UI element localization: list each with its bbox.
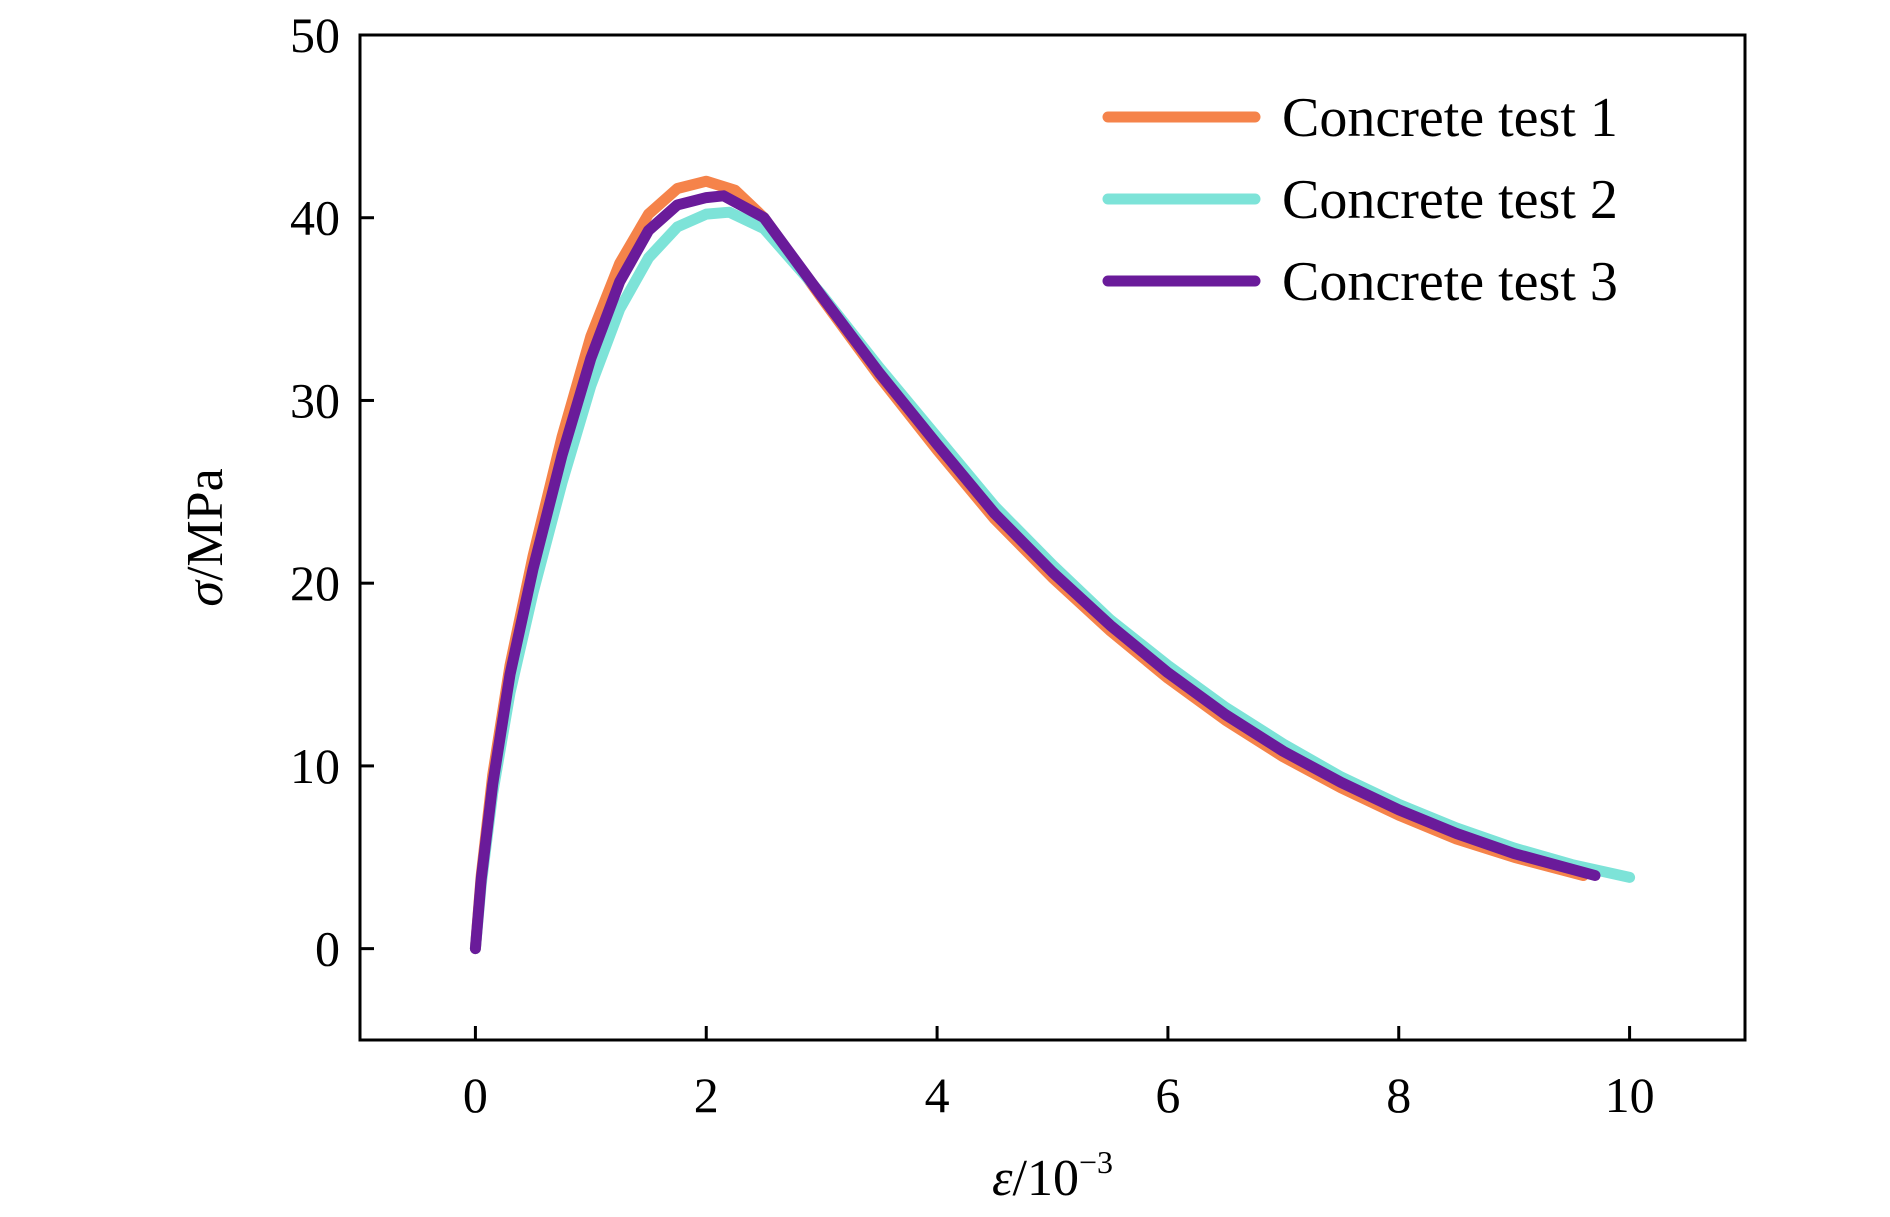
- x-axis-unit: /10: [1013, 1150, 1079, 1207]
- tick-layer: 0 2 4 6 8 10 0 10 20 30 40 50: [290, 7, 1655, 1123]
- legend-label-3: Concrete test 3: [1282, 251, 1618, 313]
- x-tick-label-4: 8: [1386, 1067, 1411, 1123]
- y-tick-label-2: 20: [290, 555, 340, 611]
- y-tick-label-0: 0: [315, 921, 340, 977]
- x-axis-exponent: −3: [1079, 1144, 1113, 1180]
- y-axis-symbol: σ: [177, 579, 234, 607]
- y-tick-label-5: 50: [290, 7, 340, 63]
- plot-frame: [358, 33, 1747, 1042]
- x-axis-label: ε/10−3: [992, 1144, 1113, 1207]
- legend-label-2: Concrete test 2: [1282, 169, 1618, 231]
- y-axis-label: σ/MPa: [177, 468, 234, 606]
- series-layer: [469, 175, 1636, 955]
- y-tick-label-3: 30: [290, 372, 340, 428]
- x-tick-label-0: 0: [463, 1067, 488, 1123]
- x-tick-label-1: 2: [694, 1067, 719, 1123]
- legend-label-1: Concrete test 1: [1282, 87, 1618, 149]
- y-tick-label-4: 40: [290, 190, 340, 246]
- x-tick-label-5: 10: [1605, 1067, 1655, 1123]
- x-tick-label-2: 4: [925, 1067, 950, 1123]
- x-axis-symbol: ε: [992, 1150, 1013, 1207]
- y-axis-unit: /MPa: [177, 468, 234, 581]
- legend: Concrete test 1 Concrete test 2 Concrete t…: [1102, 87, 1618, 313]
- x-tick-label-3: 6: [1155, 1067, 1180, 1123]
- y-tick-label-1: 10: [290, 738, 340, 794]
- series-line-3: [469, 190, 1601, 955]
